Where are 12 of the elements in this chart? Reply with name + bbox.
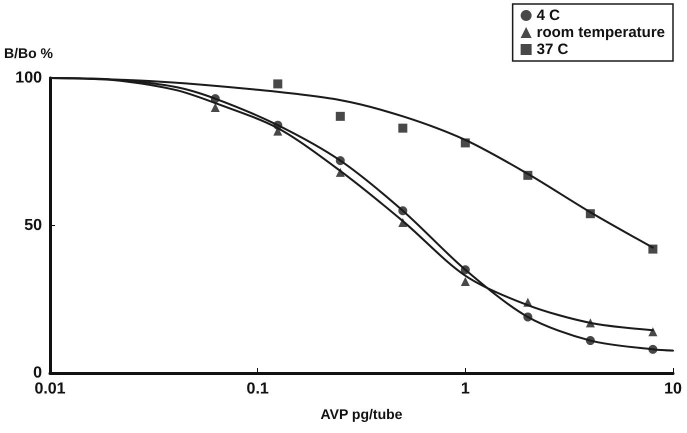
y-tick-label: 100 [15, 70, 42, 86]
x-tick-label: 0.01 [34, 380, 66, 398]
x-tick-label: 1 [460, 380, 470, 398]
x-axis-title: AVP pg/tube [320, 406, 403, 422]
y-tick-label: 0 [33, 364, 42, 382]
legend-label: 4 C [536, 7, 560, 24]
x-tick-label: 0.1 [246, 380, 269, 398]
legend-label: room temperature [536, 24, 666, 41]
y-tick-label: 50 [24, 217, 42, 234]
y-axis-title: B/Bo % [4, 45, 54, 61]
legend-label: 37 C [536, 41, 568, 58]
x-tick-label: 10 [664, 380, 682, 398]
